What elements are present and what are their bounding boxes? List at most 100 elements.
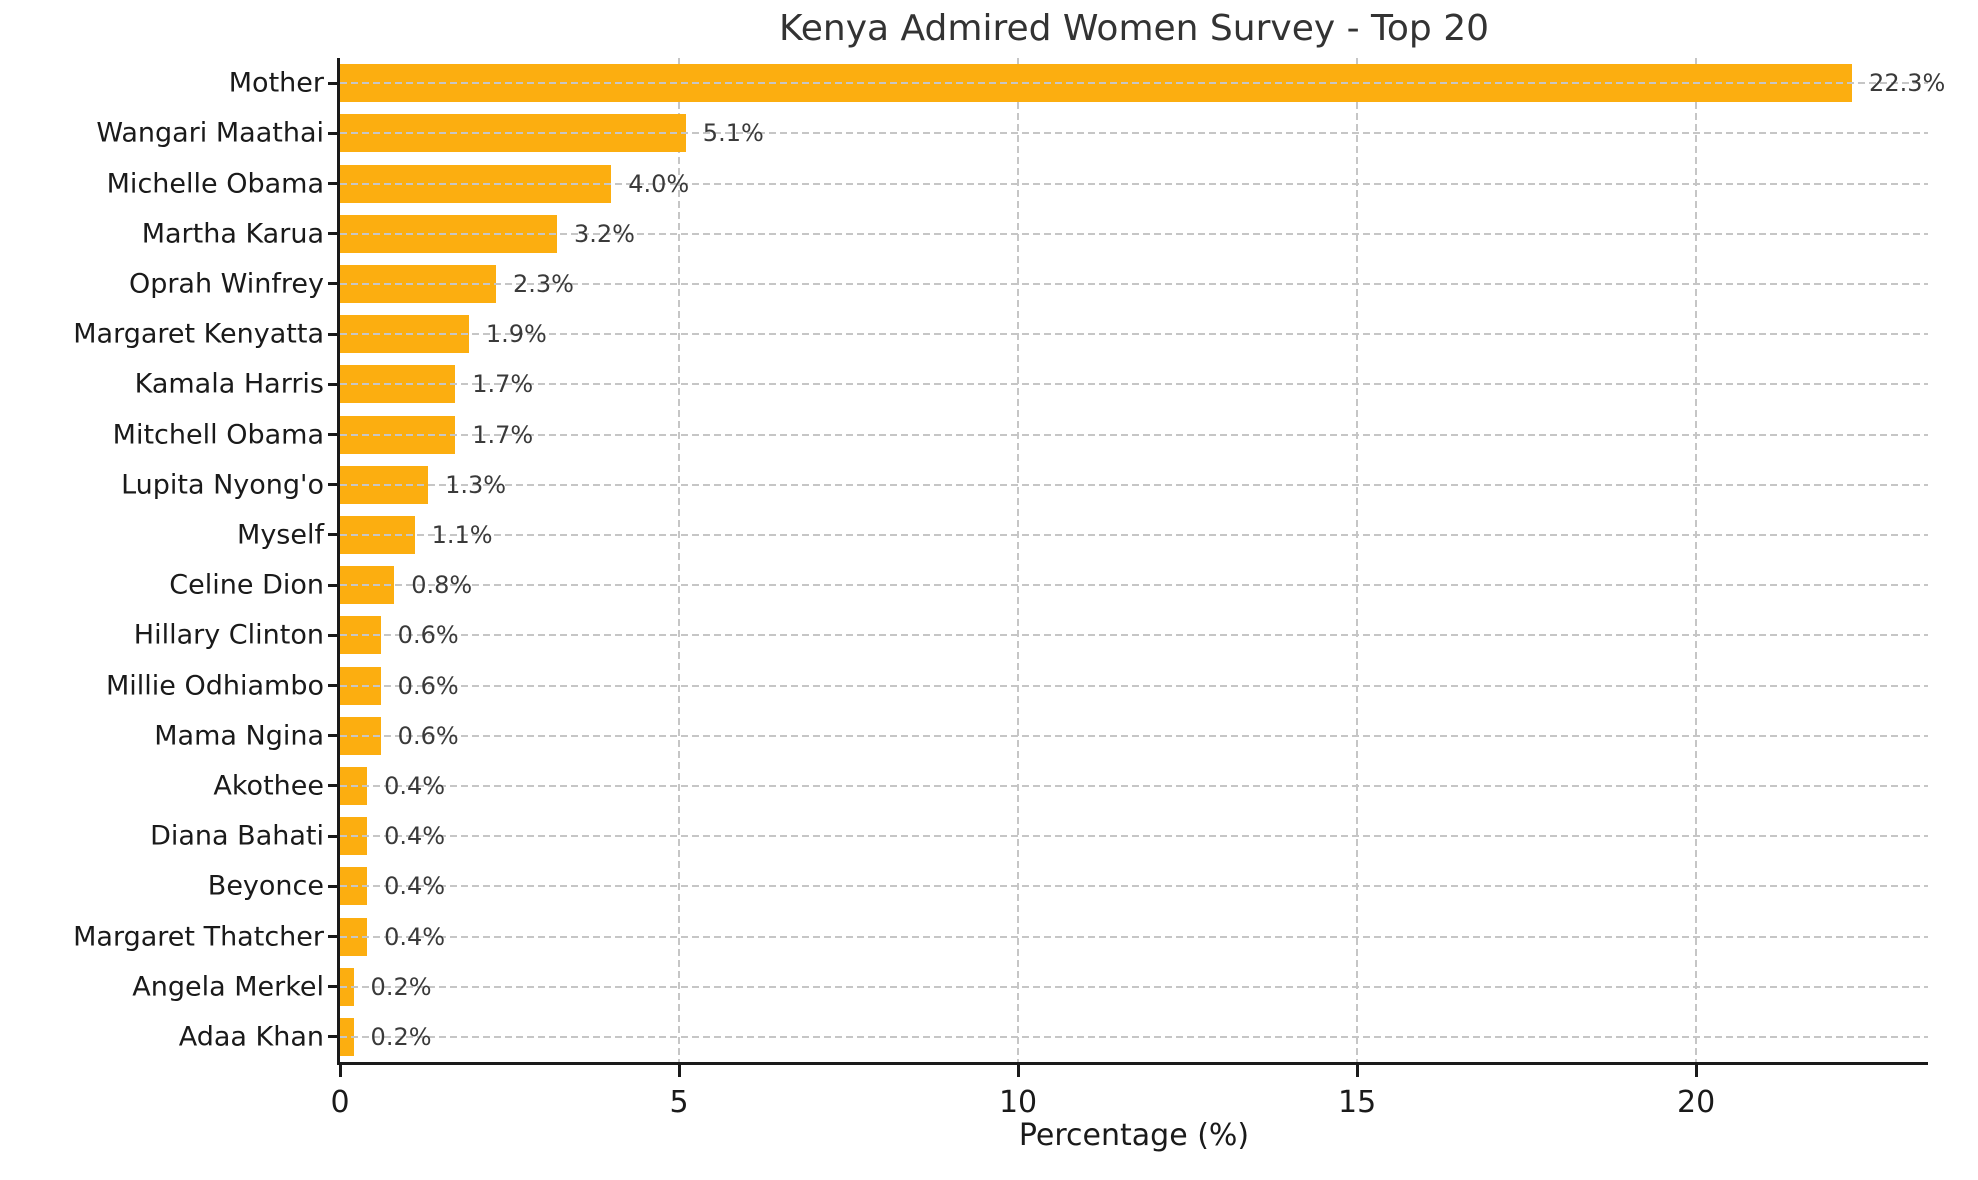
y-axis-tick-mark (328, 533, 340, 537)
bar-row: Diana Bahati 0.4% (150, 811, 1928, 861)
y-axis-tick-mark (328, 433, 340, 437)
bar-row: Millie Odhiambo 0.6% (106, 660, 1928, 710)
y-axis-tick-mark (328, 935, 340, 939)
value-label: 0.6% (397, 621, 459, 650)
bar-row: Myself 1.1% (237, 510, 1928, 560)
y-axis-tick-mark (328, 884, 340, 888)
value-label: 1.7% (472, 370, 534, 399)
horizontal-gridline (340, 182, 1928, 185)
horizontal-gridline (340, 82, 1928, 85)
y-axis-tick-mark (328, 834, 340, 838)
bar-row: Adaa Khan 0.2% (179, 1012, 1928, 1062)
bar-row: Hillary Clinton 0.6% (134, 610, 1928, 660)
value-label: 5.1% (702, 119, 764, 148)
category-label: Beyonce (207, 870, 324, 902)
horizontal-gridline (340, 835, 1928, 838)
category-label: Martha Karua (141, 218, 324, 250)
horizontal-gridline (340, 885, 1928, 888)
bar-row: Oprah Winfrey 2.3% (129, 259, 1928, 309)
bar-row: Celine Dion 0.8% (169, 560, 1928, 610)
category-label: Kamala Harris (134, 368, 324, 400)
bar-row: Beyonce 0.4% (208, 861, 1928, 911)
value-label: 0.8% (411, 571, 473, 600)
bar-row: Wangari Maathai 5.1% (96, 108, 1928, 158)
category-label: Margaret Thatcher (73, 921, 324, 953)
x-axis-tick-label: 5 (669, 1085, 689, 1120)
bar-row: Mitchell Obama 1.7% (113, 409, 1928, 459)
y-axis-tick-mark (328, 633, 340, 637)
horizontal-gridline (340, 383, 1928, 386)
bars-container: Mother 22.3% Wangari Maathai 5.1% Michelle O… (73, 58, 1945, 1062)
x-axis-tick-label: 15 (1337, 1085, 1377, 1120)
y-axis-tick-mark (328, 985, 340, 989)
value-label: 0.4% (384, 771, 446, 800)
bar-row: Michelle Obama 4.0% (107, 158, 1928, 208)
value-label: 1.9% (485, 320, 547, 349)
value-label: 1.1% (431, 520, 493, 549)
value-label: 1.7% (472, 420, 534, 449)
vertical-gridline (1695, 58, 1698, 1062)
value-label: 0.6% (397, 721, 459, 750)
y-axis-tick-mark (328, 784, 340, 788)
vertical-gridline (1356, 58, 1359, 1062)
horizontal-gridline (340, 1035, 1928, 1038)
category-label: Mitchell Obama (112, 419, 324, 451)
x-axis-spine (337, 1062, 1928, 1065)
bar-row: Mother 22.3% (229, 58, 1945, 108)
vertical-gridline (678, 58, 681, 1062)
horizontal-gridline (340, 232, 1928, 235)
bar-row: Angela Merkel 0.2% (132, 962, 1928, 1012)
value-label: 1.3% (445, 470, 507, 499)
horizontal-gridline (340, 734, 1928, 737)
value-label: 0.4% (384, 922, 446, 951)
x-axis-tick-label: 0 (330, 1085, 350, 1120)
horizontal-gridline (340, 483, 1928, 486)
bar-row: Mama Ngina 0.6% (154, 711, 1928, 761)
y-axis-tick-mark (328, 131, 340, 135)
y-axis-tick-mark (328, 483, 340, 487)
category-label: Angela Merkel (132, 971, 324, 1003)
value-label: 22.3% (1869, 69, 1946, 98)
horizontal-gridline (340, 584, 1928, 587)
bar-row: Kamala Harris 1.7% (135, 359, 1928, 409)
horizontal-gridline (340, 684, 1928, 687)
horizontal-gridline (340, 985, 1928, 988)
category-label: Margaret Kenyatta (73, 318, 324, 350)
category-label: Mama Ngina (154, 720, 324, 752)
x-axis-tick-label: 10 (998, 1085, 1038, 1120)
category-label: Lupita Nyong'o (121, 469, 324, 501)
value-label: 0.2% (370, 972, 432, 1001)
value-label: 4.0% (628, 169, 690, 198)
category-label: Millie Odhiambo (105, 670, 324, 702)
category-label: Hillary Clinton (133, 619, 324, 651)
horizontal-gridline (340, 634, 1928, 637)
y-axis-tick-mark (328, 81, 340, 85)
plot-area: Mother 22.3% Wangari Maathai 5.1% Michelle O… (73, 58, 1945, 1120)
horizontal-gridline (340, 132, 1928, 135)
y-axis-tick-mark (328, 232, 340, 236)
x-axis-tick-mark (1016, 1065, 1020, 1077)
x-axis-label: Percentage (%) (1018, 1118, 1250, 1153)
horizontal-gridline (340, 784, 1928, 787)
value-label: 0.6% (397, 671, 459, 700)
category-label: Akothee (213, 770, 324, 802)
y-axis-tick-mark (328, 684, 340, 688)
horizontal-gridline (340, 333, 1928, 336)
y-axis-tick-mark (328, 382, 340, 386)
horizontal-gridline (340, 533, 1928, 536)
bar-row: Margaret Thatcher 0.4% (73, 911, 1928, 961)
y-axis-tick-mark (328, 583, 340, 587)
y-axis-spine (337, 58, 340, 1065)
x-axis-tick-mark (338, 1065, 342, 1077)
category-label: Adaa Khan (178, 1021, 324, 1053)
category-label: Michelle Obama (106, 168, 324, 199)
category-label: Wangari Maathai (96, 117, 324, 149)
y-axis-tick-mark (328, 1035, 340, 1039)
bar-row: Margaret Kenyatta 1.9% (73, 309, 1928, 359)
value-label: 0.4% (384, 822, 446, 851)
y-axis-tick-mark (328, 332, 340, 336)
y-axis-tick-mark (328, 282, 340, 286)
value-label: 2.3% (512, 269, 574, 298)
x-axis-tick-mark (677, 1065, 681, 1077)
